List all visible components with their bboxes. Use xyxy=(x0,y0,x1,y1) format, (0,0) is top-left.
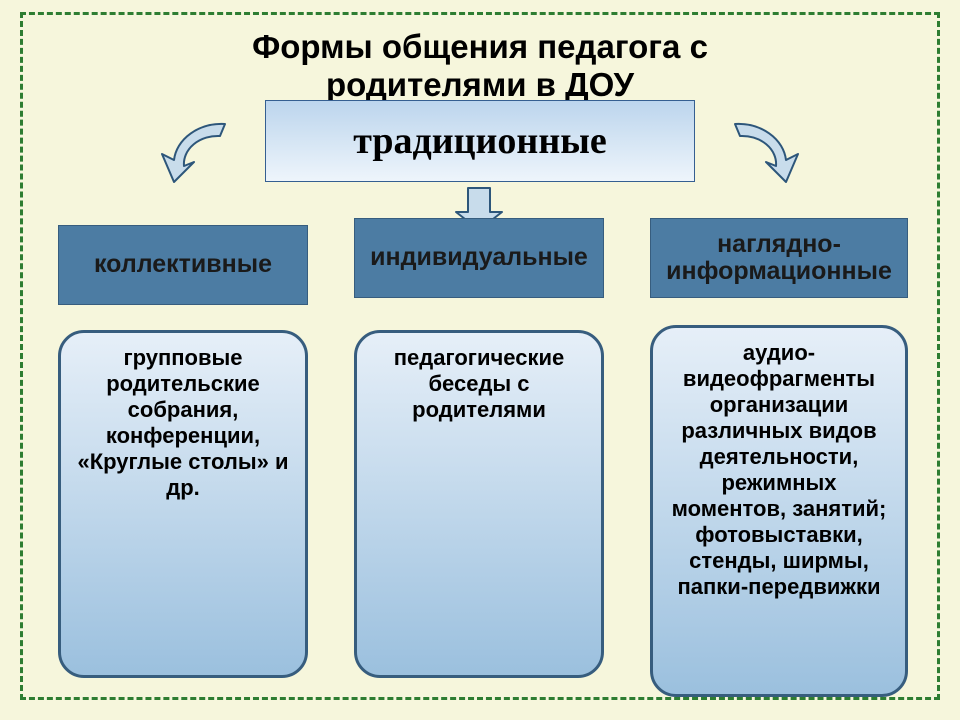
individual-content: педагогические беседы с родителями xyxy=(354,330,604,678)
slide: Формы общения педагога с родителями в ДО… xyxy=(0,0,960,720)
arrow-left-icon xyxy=(150,110,240,193)
category-collective: коллективные xyxy=(58,225,308,305)
category-individual: индивидуальные xyxy=(354,218,604,298)
collective-content: групповые родительские собрания, конфере… xyxy=(58,330,308,678)
traditional-box: традиционные xyxy=(265,100,695,182)
slide-title: Формы общения педагога с родителями в ДО… xyxy=(150,28,810,104)
arrow-right-icon xyxy=(720,110,810,193)
visual-info-content: аудио-видеофрагменты организации различн… xyxy=(650,325,908,697)
category-visual-info: наглядно-информационные xyxy=(650,218,908,298)
